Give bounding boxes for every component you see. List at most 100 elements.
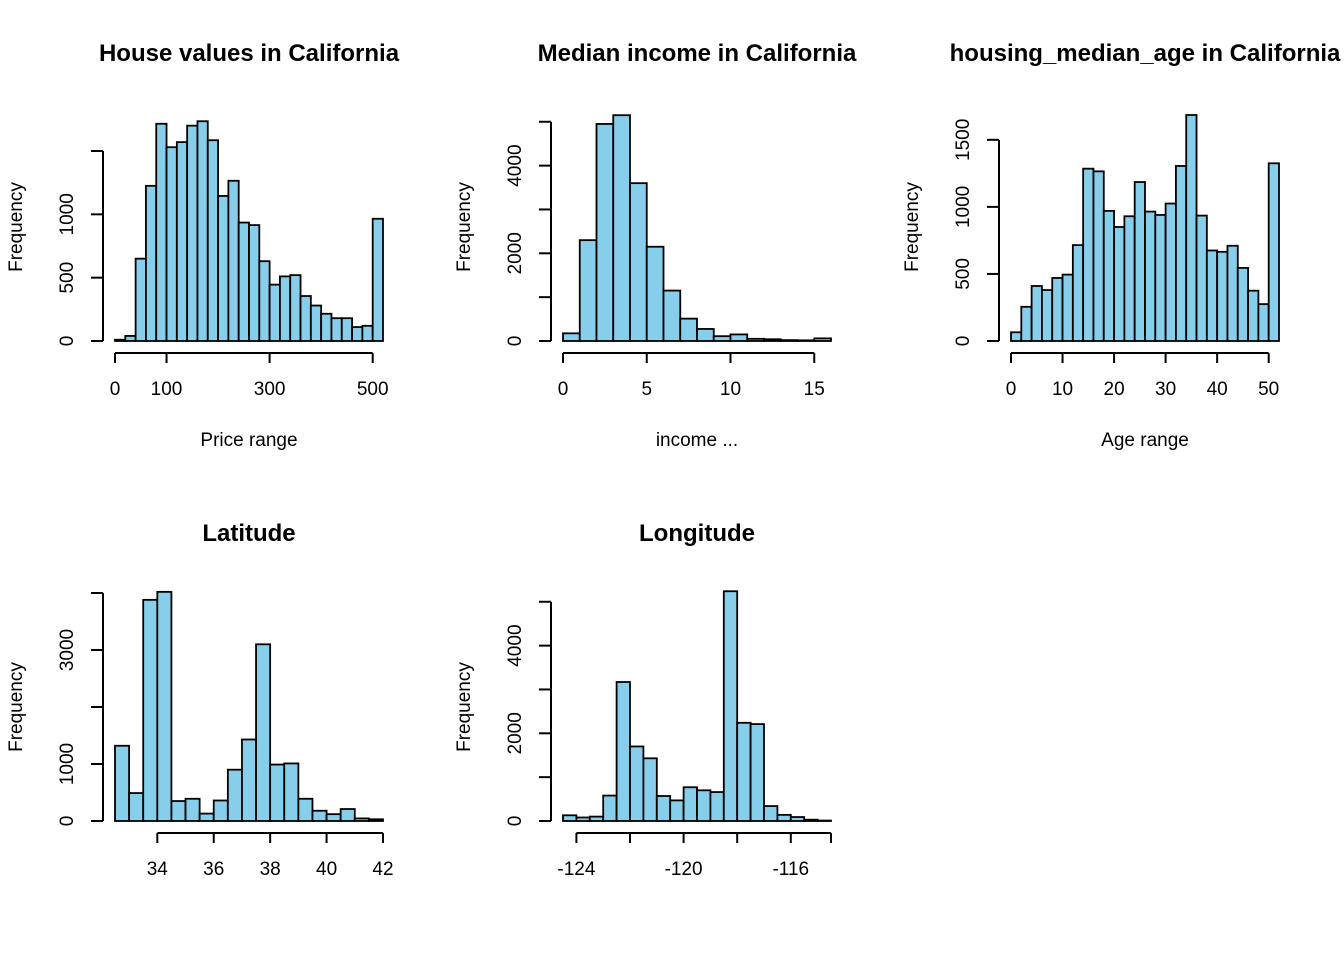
x-axis: 34 36 38 40 42 <box>147 832 394 880</box>
x-tick-label: 5 <box>641 379 652 400</box>
x-tick-label: -124 <box>557 859 595 880</box>
histogram-bar <box>1247 289 1260 342</box>
y-axis-label: Frequency <box>902 182 923 272</box>
histogram-bar <box>124 335 137 342</box>
histogram-bar <box>309 304 323 342</box>
histogram-bar <box>1051 277 1064 342</box>
histogram-bar <box>114 744 131 822</box>
histogram-bar <box>198 812 215 822</box>
histogram-bar <box>142 598 159 822</box>
histogram-bar <box>796 339 816 342</box>
histogram-bar <box>330 317 343 342</box>
y-tick-label: 1000 <box>953 186 974 228</box>
bars <box>114 590 384 822</box>
x-tick-label: -120 <box>665 859 703 880</box>
y-axis: 0 1000 3000 <box>57 592 104 826</box>
histogram-bar <box>736 721 752 822</box>
panel-longitude: Longitude Frequency -124 -120 -116 0 2000 40… <box>454 520 832 880</box>
bars <box>1010 114 1280 342</box>
histogram-bar <box>156 590 173 822</box>
x-tick-label: 20 <box>1104 379 1125 400</box>
histogram-bar <box>248 224 261 342</box>
histogram-bar <box>1205 249 1219 342</box>
histogram-bar <box>629 182 648 342</box>
histogram-bar <box>578 239 598 342</box>
histogram-bar <box>340 317 353 342</box>
x-tick-label: 0 <box>1006 379 1017 400</box>
bars <box>562 114 832 342</box>
y-tick-label: 0 <box>57 336 78 347</box>
histogram-bar <box>575 816 591 822</box>
histogram-bar <box>662 289 682 342</box>
histogram-bar <box>729 333 749 342</box>
histogram-bar <box>709 791 725 822</box>
y-tick-label: 1500 <box>953 119 974 161</box>
histogram-bar <box>776 813 792 822</box>
y-tick-label: 2000 <box>505 232 526 274</box>
histogram-bar <box>1030 285 1043 342</box>
histogram-bar <box>1185 114 1198 342</box>
histogram-bar <box>206 139 219 342</box>
histogram-bar <box>258 260 271 342</box>
histogram-bar <box>763 805 779 822</box>
histogram-bar <box>289 274 302 342</box>
histogram-bar <box>283 762 300 822</box>
histogram-bar <box>196 120 209 342</box>
histogram-bar <box>1061 273 1074 342</box>
y-axis: 0 2000 4000 <box>505 120 552 347</box>
histogram-bar <box>325 813 342 822</box>
y-tick-label: 1000 <box>57 193 78 235</box>
histogram-bar <box>749 723 765 822</box>
y-tick-label: 0 <box>505 336 526 347</box>
x-tick-label: 38 <box>260 859 281 880</box>
histogram-bar <box>669 799 685 822</box>
histogram-bar <box>1257 303 1270 342</box>
histogram-bar <box>803 818 819 822</box>
histogram-bar <box>184 797 201 822</box>
histogram-bar <box>226 768 243 822</box>
histogram-bar <box>351 326 364 342</box>
y-tick-label: 4000 <box>505 624 526 666</box>
panel-housing-median-age: housing_median_age in California Age ran… <box>902 40 1341 451</box>
x-tick-label: 0 <box>110 379 121 400</box>
histogram-bar <box>353 817 370 822</box>
y-axis: 0 2000 4000 <box>505 600 552 826</box>
x-tick-label: 100 <box>151 379 183 400</box>
histogram-bar <box>1123 215 1136 342</box>
histogram-bar <box>1010 331 1023 342</box>
x-axis: 0 100 300 500 <box>110 352 389 400</box>
histogram-bar <box>1226 244 1239 342</box>
histogram-bar <box>175 141 189 342</box>
histogram-bar <box>1195 214 1208 342</box>
histogram-bar <box>186 124 199 342</box>
chart-title: Latitude <box>202 520 295 547</box>
histogram-bar <box>1071 244 1085 342</box>
histogram-bar <box>813 337 832 342</box>
histogram-bar <box>655 795 672 822</box>
y-axis: 0 500 1000 <box>57 150 104 347</box>
x-tick-label: 10 <box>720 379 741 400</box>
y-tick-label: 4000 <box>505 144 526 186</box>
histogram-bar <box>642 757 658 822</box>
histogram-bar <box>1154 214 1167 342</box>
chart-title: Median income in California <box>538 40 857 67</box>
histogram-bar <box>1082 167 1095 342</box>
y-tick-label: 500 <box>57 262 78 294</box>
histogram-bar <box>1102 210 1115 342</box>
x-tick-label: 40 <box>1207 379 1228 400</box>
x-axis: 0 5 10 15 <box>558 352 825 400</box>
x-tick-label: 300 <box>254 379 286 400</box>
histogram-bar <box>595 123 615 342</box>
bars <box>114 120 384 342</box>
histogram-bar <box>679 317 698 342</box>
histogram-bar <box>128 792 145 822</box>
histogram-bar <box>562 332 581 342</box>
histogram-bar <box>629 745 645 822</box>
histogram-bar <box>1164 202 1177 342</box>
histogram-bar <box>361 324 374 342</box>
x-tick-label: 34 <box>147 859 169 880</box>
histogram-bar <box>237 221 250 342</box>
histogram-bar <box>241 738 257 822</box>
histogram-bar <box>1092 170 1105 342</box>
